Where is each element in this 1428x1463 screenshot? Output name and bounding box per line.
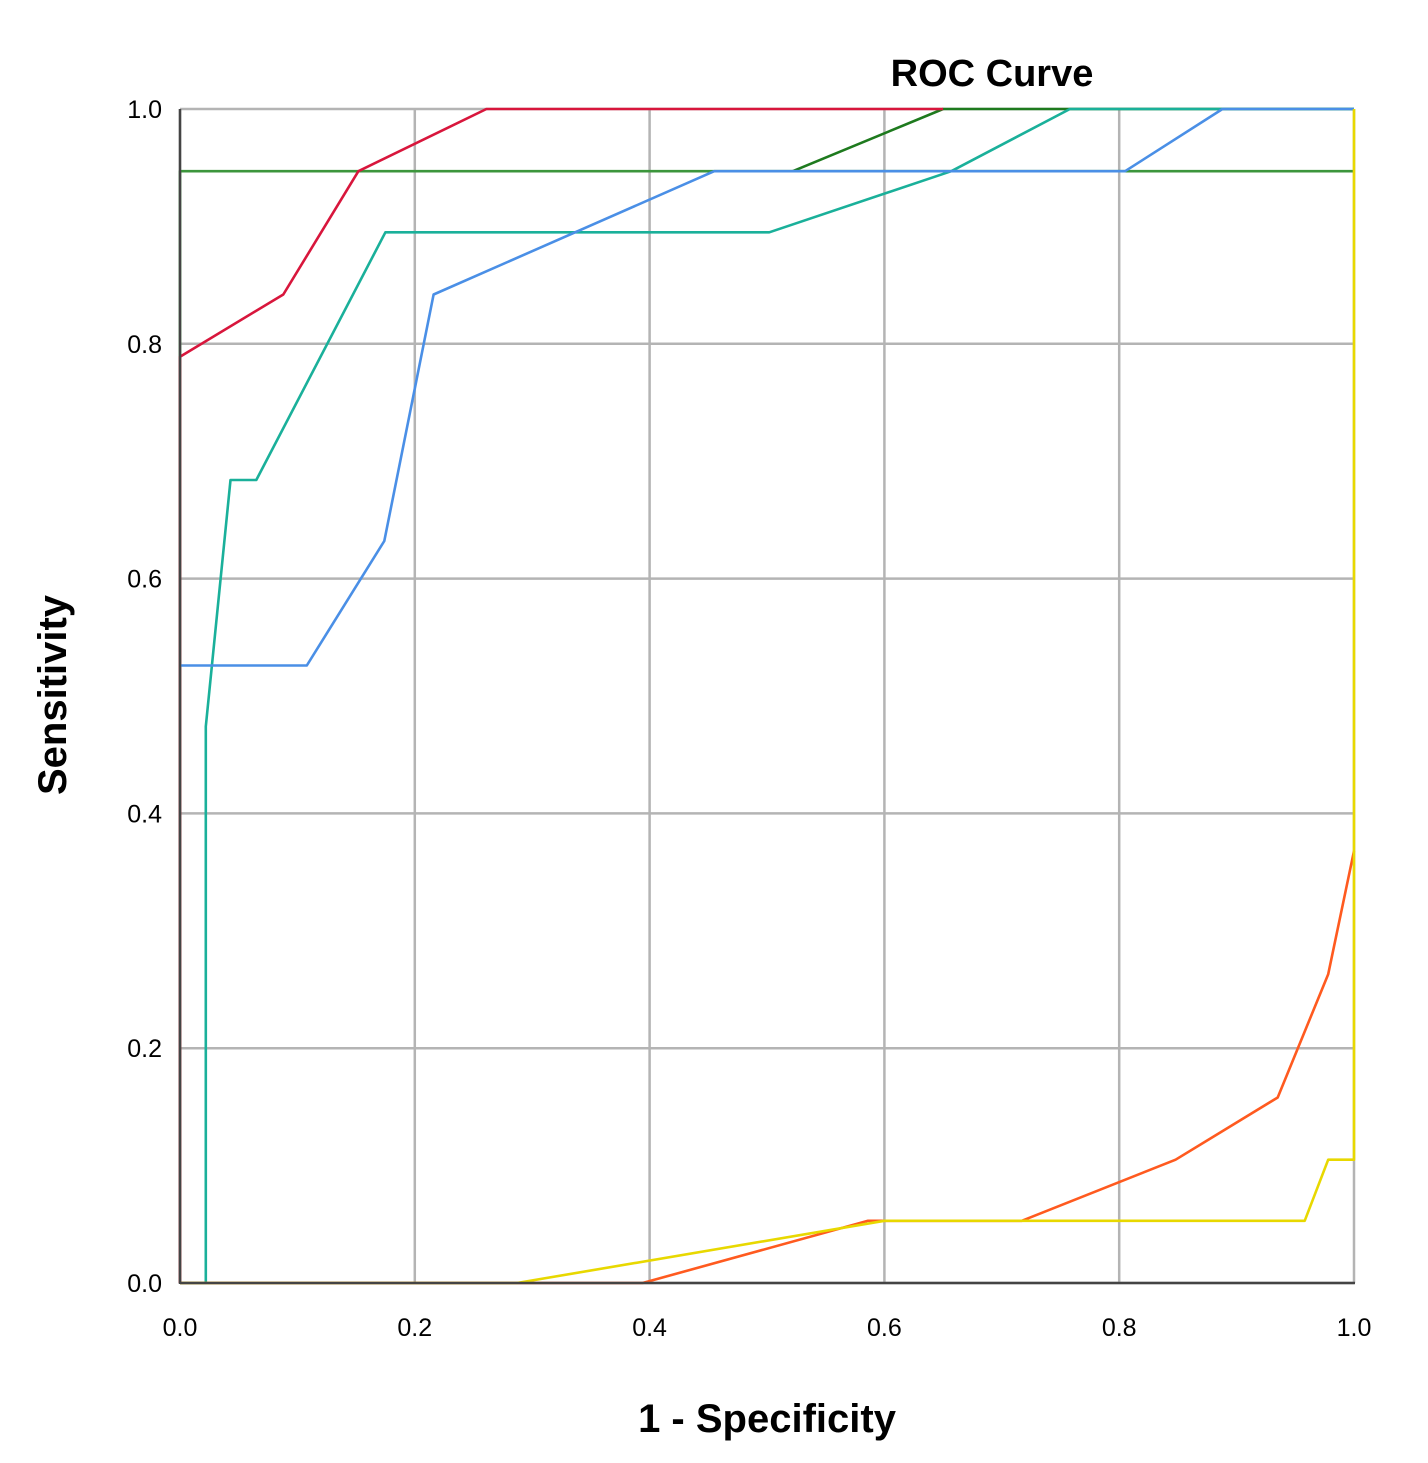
x-tick-label: 0.8 xyxy=(1102,1314,1137,1342)
axes xyxy=(178,109,1355,1285)
series-group xyxy=(178,107,1356,1285)
x-tick-label: 0.2 xyxy=(397,1314,432,1342)
x-tick-label: 0.6 xyxy=(867,1314,902,1342)
series-blue xyxy=(180,107,1354,667)
series-red xyxy=(178,107,944,1283)
y-axis-title: Sensitivity xyxy=(31,594,75,795)
reference-line xyxy=(178,169,1354,1283)
series-dark-green xyxy=(792,107,1354,173)
chart-title: ROC Curve xyxy=(891,53,1094,95)
x-tick-label: 0.4 xyxy=(632,1314,667,1342)
y-tick-label: 0.4 xyxy=(127,800,162,828)
y-tick-label: 0.6 xyxy=(127,566,162,594)
series-yellow xyxy=(180,109,1356,1285)
grid xyxy=(178,107,1356,1285)
x-tick-label: 0.0 xyxy=(163,1314,198,1342)
y-tick-label: 0.8 xyxy=(127,331,162,359)
series-orange xyxy=(180,850,1356,1285)
y-tick-label: 0.0 xyxy=(127,1270,162,1298)
y-tick-label: 0.2 xyxy=(127,1035,162,1063)
x-axis-title: 1 - Specificity xyxy=(638,1397,897,1441)
y-tick-label: 1.0 xyxy=(127,96,162,124)
x-tick-label: 1.0 xyxy=(1337,1314,1372,1342)
tick-labels: 0.0 0.2 0.4 0.6 0.8 1.0 0.0 0.2 0.4 0.6 0.8 1.0 xyxy=(127,96,1371,1342)
series-teal xyxy=(180,107,1354,1285)
